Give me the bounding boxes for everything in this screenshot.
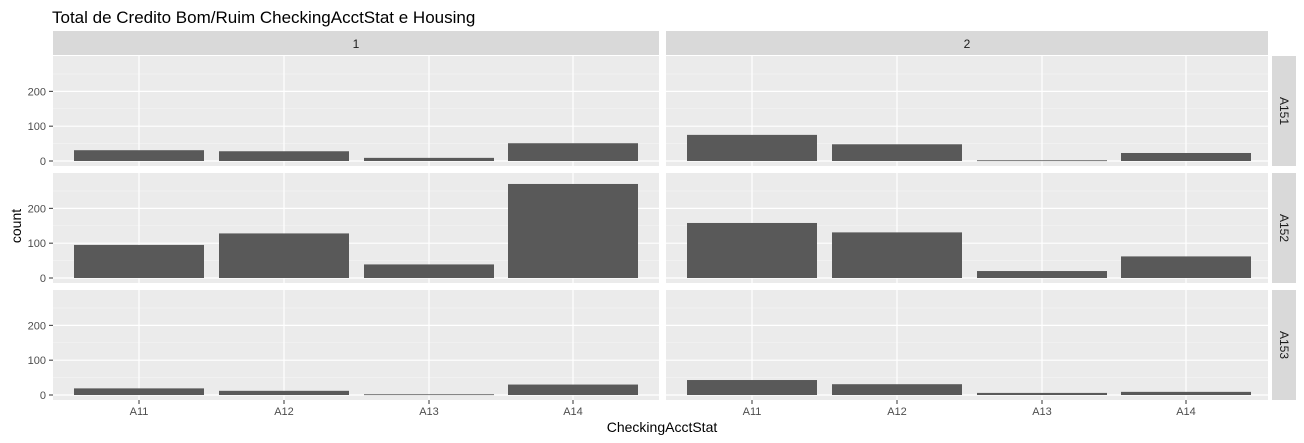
x-tick-label-a11: A11 [130, 406, 149, 418]
bar-2-a153-a14 [1121, 391, 1251, 395]
x-tick-label-a14: A14 [563, 406, 583, 418]
column-strip-label-2: 2 [964, 37, 971, 51]
x-tick-label-a13: A13 [1032, 406, 1052, 418]
y-tick-label: 0 [40, 273, 46, 285]
bar-2-a153-a13 [977, 392, 1107, 395]
bar-1-a153-a13 [364, 394, 494, 396]
bar-1-a152-a13 [364, 264, 494, 278]
bar-2-a151-a11 [687, 134, 817, 161]
bar-1-a153-a12 [219, 390, 349, 395]
x-tick-label-a11: A11 [743, 406, 762, 418]
row-strip-label-a151: A151 [1277, 97, 1291, 125]
x-tick-label-a12: A12 [274, 406, 294, 418]
row-strip-label-a153: A153 [1277, 331, 1291, 359]
x-axis-title: CheckingAcctStat [607, 419, 718, 435]
bar-2-a153-a11 [687, 380, 817, 395]
y-tick-label: 100 [28, 355, 46, 367]
row-strip-a153 [1272, 290, 1296, 400]
bar-2-a151-a13 [977, 160, 1107, 162]
y-tick-label: 0 [40, 390, 46, 402]
y-tick-label: 0 [40, 156, 46, 168]
bar-1-a151-a13 [364, 157, 494, 161]
bar-1-a151-a14 [508, 143, 638, 161]
bar-1-a151-a12 [219, 151, 349, 161]
y-tick-label: 100 [28, 121, 46, 133]
bar-2-a151-a12 [832, 144, 962, 161]
column-strip-label-1: 1 [353, 37, 360, 51]
bar-1-a151-a11 [74, 150, 204, 161]
y-axis-title: count [8, 209, 24, 243]
panel-1-a153 [53, 290, 659, 400]
column-strip-2 [666, 31, 1268, 55]
bar-1-a152-a11 [74, 244, 204, 278]
y-tick-label: 200 [28, 320, 46, 332]
bar-1-a153-a14 [508, 384, 638, 395]
bar-2-a151-a14 [1121, 152, 1251, 161]
y-tick-label: 200 [28, 86, 46, 98]
bar-2-a152-a11 [687, 222, 817, 278]
bar-1-a152-a12 [219, 233, 349, 278]
row-strip-label-a152: A152 [1277, 214, 1291, 242]
facet-panels: 1 2 A151 A152 A153 0 100 200 0 100 200 0 100 200 A11 A1… [28, 31, 1296, 418]
column-strip-1 [53, 31, 659, 55]
bar-2-a153-a12 [832, 384, 962, 395]
y-tick-label: 200 [28, 203, 46, 215]
y-tick-label: 100 [28, 238, 46, 250]
x-tick-label-a14: A14 [1176, 406, 1196, 418]
row-strip-a151 [1272, 56, 1296, 166]
bar-1-a153-a11 [74, 388, 204, 395]
x-tick-label-a12: A12 [887, 406, 907, 418]
bar-2-a152-a13 [977, 271, 1107, 278]
chart-title: Total de Credito Bom/Ruim CheckingAcctSt… [52, 8, 475, 27]
x-tick-label-a13: A13 [419, 406, 439, 418]
bar-1-a152-a14 [508, 183, 638, 278]
bar-2-a152-a14 [1121, 256, 1251, 278]
row-strip-a152 [1272, 173, 1296, 283]
bar-2-a152-a12 [832, 232, 962, 278]
